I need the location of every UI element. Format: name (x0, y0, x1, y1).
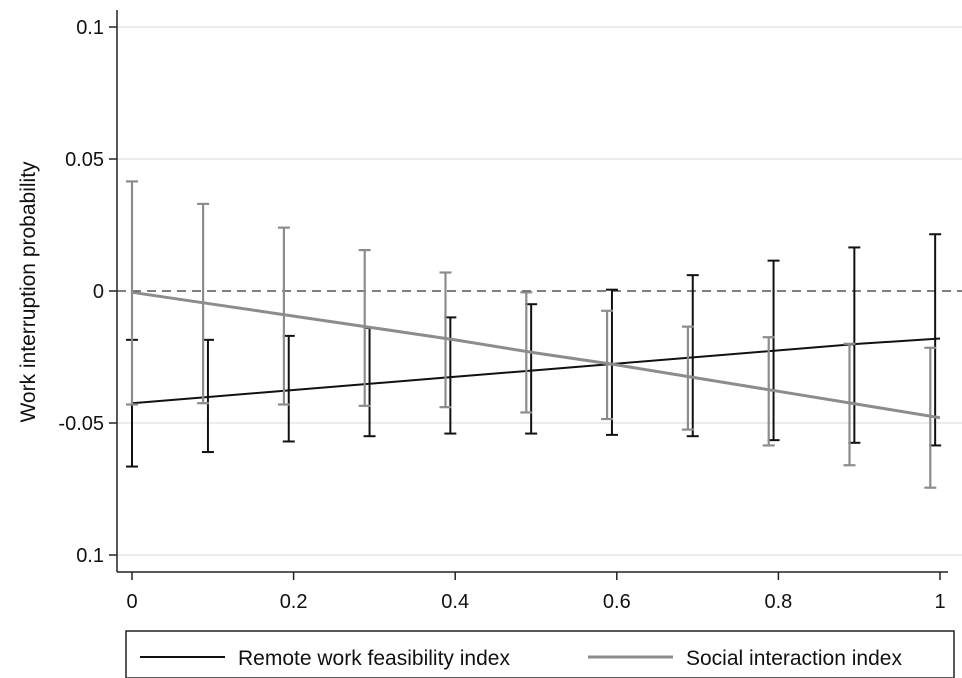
x-tick-label: 0.2 (280, 591, 308, 613)
series-layer (126, 180, 942, 489)
y-tick-label: 0.1 (76, 17, 104, 39)
series-line (131, 290, 941, 420)
legend-label-remote-work: Remote work feasibility index (238, 647, 510, 670)
y-tick-label: 0.1 (76, 545, 104, 567)
x-tick-label: 0 (126, 591, 137, 613)
series-0 (126, 233, 942, 468)
x-tick-label: 0.4 (441, 591, 469, 613)
y-axis-title: Work interruption probability (17, 161, 40, 423)
series-line (131, 337, 941, 405)
legend: Remote work feasibility index Social int… (125, 630, 955, 678)
y-tick-label: -0.05 (58, 413, 104, 435)
x-tick-label: 0.8 (764, 591, 792, 613)
series-1 (126, 180, 941, 489)
axis-layer: 0.1 -0.05 0 0.05 0.1 0 0.2 0.4 0.6 0.8 1 (58, 10, 948, 613)
x-tick-label: 1 (934, 591, 945, 613)
grid-layer (117, 26, 962, 556)
y-tick-label: 0.05 (65, 149, 104, 171)
y-tick-label: 0 (93, 281, 104, 303)
x-tick-label: 0.6 (603, 591, 631, 613)
legend-label-social-interaction: Social interaction index (686, 647, 902, 670)
legend-box (125, 630, 955, 678)
